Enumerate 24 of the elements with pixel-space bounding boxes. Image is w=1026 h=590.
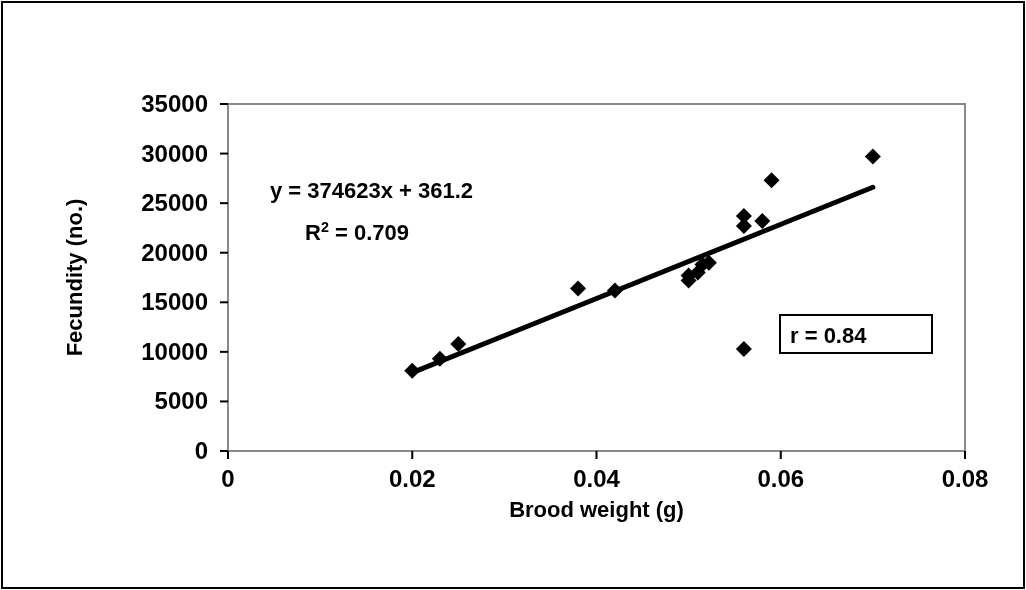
- annotation: R$^{2}$ = 0.709: [305, 219, 409, 245]
- point: [864, 148, 881, 165]
- y-tick-label: 15000: [141, 288, 208, 316]
- point: [735, 340, 752, 357]
- y-tick-label: 5000: [154, 387, 208, 415]
- y-tick-label: 0: [194, 437, 208, 464]
- y-tick-label: 10000: [141, 337, 208, 365]
- point: [754, 212, 771, 229]
- y-axis-title: Fecundity (no.): [62, 198, 87, 357]
- y-tick-label: 25000: [141, 189, 208, 217]
- point: [763, 172, 780, 189]
- x-tick-label: 0.02: [388, 465, 436, 492]
- x-tick-label: 0: [221, 465, 235, 492]
- x-tick-label: 0.04: [573, 465, 621, 492]
- x-tick-label: 0.06: [757, 465, 805, 492]
- y-tick-label: 35000: [141, 90, 208, 117]
- point: [570, 280, 587, 297]
- y-tick-label: 20000: [141, 238, 208, 266]
- annotation: r = 0.84: [790, 323, 868, 348]
- x-axis-title: Brood weight (g): [509, 497, 684, 522]
- y-tick-label: 30000: [141, 139, 208, 167]
- x-tick-label: 0.08: [941, 465, 989, 492]
- point: [450, 335, 467, 352]
- annotation: y = 374623x + 361.2: [270, 178, 474, 203]
